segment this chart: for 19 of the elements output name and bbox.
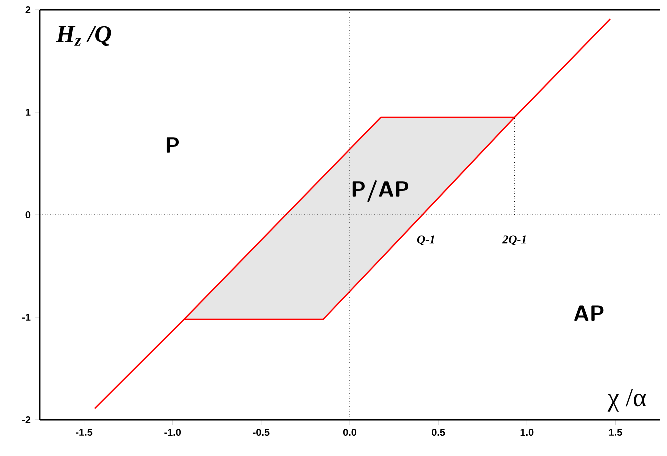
x-tick-label: 0.5 <box>432 429 446 436</box>
y-tick-label: -2 <box>22 416 31 424</box>
annotation: P/AP <box>352 180 408 202</box>
annotation: AP <box>574 306 604 322</box>
x-tick-label: -1.5 <box>76 429 93 436</box>
x-tick-label: 1.0 <box>520 429 534 436</box>
y-tick-label: 2 <box>26 6 31 14</box>
y-tick-label: -1 <box>22 314 31 321</box>
annotation: Q-1 <box>417 236 434 246</box>
annotation: P <box>166 138 180 153</box>
annotation: 2Q-1 <box>502 236 526 246</box>
x-tick-label: -1.0 <box>164 429 182 436</box>
x-tick-label: 0.0 <box>343 429 357 436</box>
y-axis-title: H$_{z}$ /Q <box>56 26 112 46</box>
y-tick-label: 1 <box>26 109 31 116</box>
x-tick-label: 1.5 <box>609 429 622 436</box>
x-axis-title: χ /α <box>608 389 646 412</box>
y-tick-label: 0 <box>26 211 31 219</box>
x-tick-label: -0.5 <box>253 429 270 436</box>
